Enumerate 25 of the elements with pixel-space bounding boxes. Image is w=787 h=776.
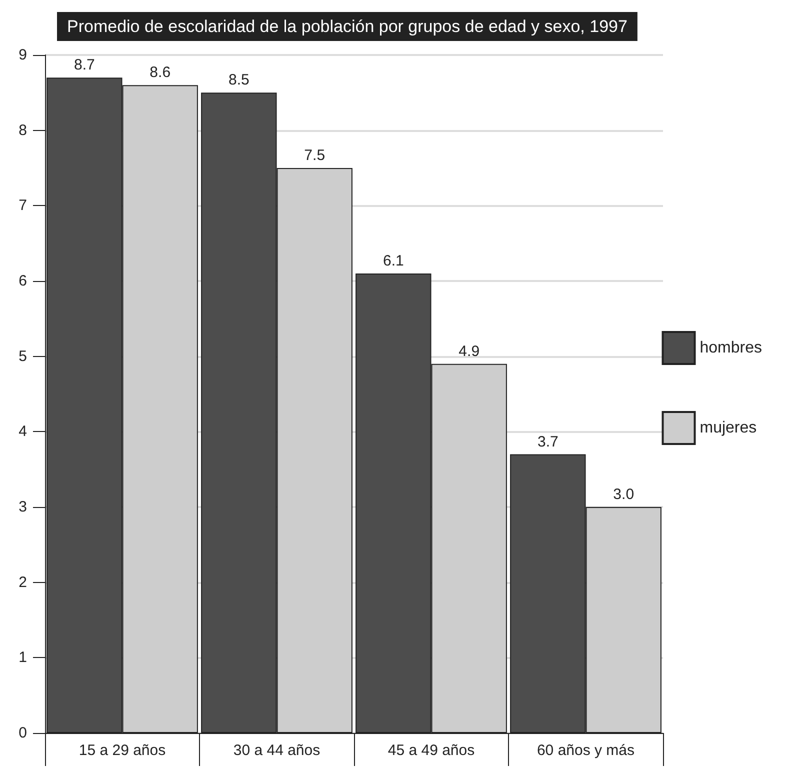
x-tick-label: 60 años y más xyxy=(536,742,635,759)
data-label: 4.9 xyxy=(458,342,480,360)
y-tick-label: 8 xyxy=(18,122,27,139)
x-tick-label: 15 a 29 años xyxy=(78,742,166,759)
data-label: 8.5 xyxy=(228,72,250,89)
y-tick-label: 5 xyxy=(18,348,27,365)
y-tick-label: 4 xyxy=(18,423,27,440)
y-tick-label: 7 xyxy=(18,197,27,214)
data-label: 3.0 xyxy=(613,486,634,503)
data-label: 6.1 xyxy=(382,252,404,270)
y-tick-label: 3 xyxy=(18,498,27,516)
data-label: 8.7 xyxy=(74,56,95,74)
y-tick-label: 1 xyxy=(18,649,27,666)
y-tick-label: 0 xyxy=(18,724,27,742)
y-tick-label: 6 xyxy=(18,272,27,290)
x-tick-label: 30 a 44 años xyxy=(233,742,320,759)
data-label: 7.5 xyxy=(304,147,326,164)
legend-label: mujeres xyxy=(700,420,757,436)
data-label: 3.7 xyxy=(537,433,558,450)
data-label: 8.6 xyxy=(150,64,171,82)
x-tick-label: 45 a 49 años xyxy=(388,742,475,759)
chart-title: Promedio de escolaridad de la población por grupos de edad y sexo, 1997 xyxy=(67,17,628,36)
y-tick-label: 9 xyxy=(18,46,27,64)
y-tick-label: 2 xyxy=(18,574,27,591)
legend-label: hombres xyxy=(700,340,762,356)
